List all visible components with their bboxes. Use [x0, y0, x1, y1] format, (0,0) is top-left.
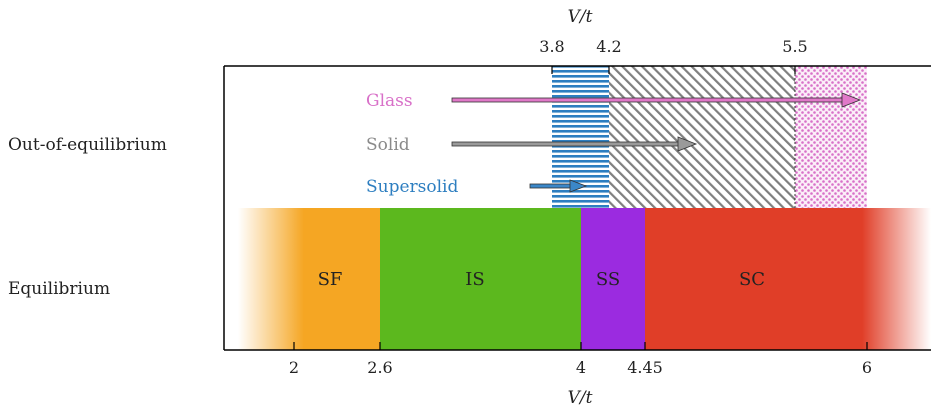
bottom-axis: 2 2.6 4 4.45 6 — [289, 342, 872, 377]
top-axis-title: V/t — [568, 7, 593, 27]
label-glass: Glass — [366, 91, 413, 111]
arrow-glass — [451, 92, 862, 108]
top-axis: 3.8 4.2 5.5 — [539, 37, 808, 74]
phase-label-is: IS — [465, 269, 484, 290]
top-tick-label: 4.2 — [596, 37, 621, 56]
phase-band-is — [380, 208, 581, 350]
region-solid — [609, 66, 795, 208]
bottom-tick-label: 4.45 — [627, 358, 663, 377]
bottom-axis-title: V/t — [568, 388, 593, 408]
bottom-tick-label: 6 — [862, 358, 872, 377]
bottom-tick-label: 2.6 — [367, 358, 392, 377]
phase-label-sf: SF — [318, 269, 343, 290]
phase-label-ss: SS — [596, 269, 620, 290]
phase-label-sc: SC — [739, 269, 765, 290]
arrow-solid — [451, 136, 698, 152]
row-label-out-of-equilibrium: Out-of-equilibrium — [8, 135, 167, 155]
top-tick-label: 5.5 — [782, 37, 807, 56]
region-glass — [795, 66, 867, 208]
row-label-equilibrium: Equilibrium — [8, 279, 110, 299]
label-supersolid: Supersolid — [366, 177, 458, 197]
top-tick-label: 3.8 — [539, 37, 564, 56]
arrow-supersolid — [529, 179, 588, 193]
bottom-tick-label: 2 — [289, 358, 299, 377]
bottom-tick-label: 4 — [576, 358, 586, 377]
phase-band-ss — [581, 208, 645, 350]
label-solid: Solid — [366, 135, 410, 155]
fade-left-overlay — [238, 208, 304, 350]
fade-right-overlay — [862, 208, 931, 350]
